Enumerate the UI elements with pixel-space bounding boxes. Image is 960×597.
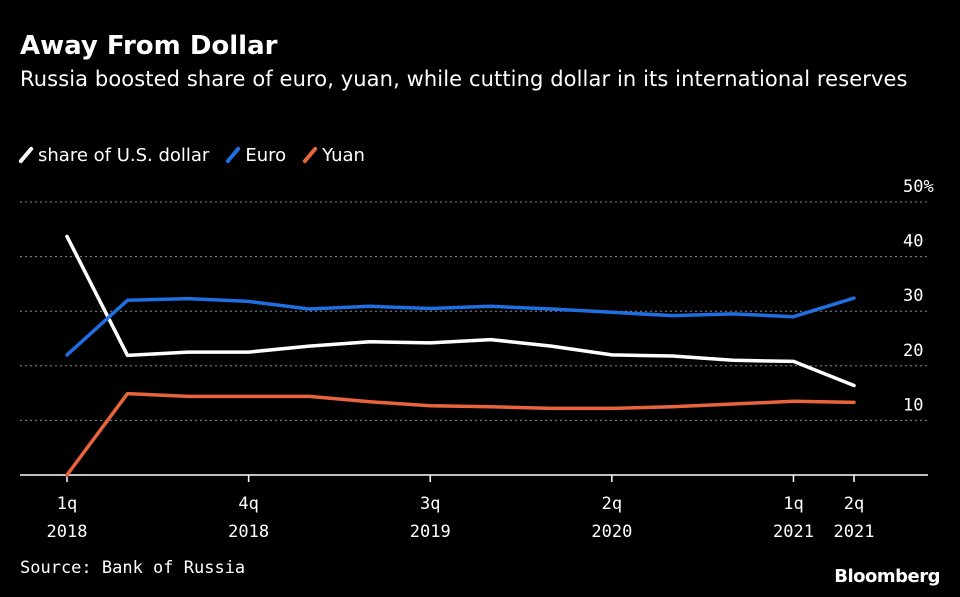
x-tick-label: 1q [57, 494, 77, 514]
x-tick-label: 4q [238, 494, 258, 514]
x-tick-year: 2018 [228, 522, 269, 542]
x-tick-label: 1q [783, 494, 803, 514]
euro-line [65, 296, 856, 357]
legend-item-yuan: Yuan [302, 144, 365, 166]
x-tick-year: 2020 [591, 522, 632, 542]
x-axis: 1q 2018 4q 2018 3q 2019 2q 2020 1q 2021 2q 2021 [20, 474, 928, 542]
legend-item-dollar: share of U.S. dollar [18, 144, 210, 166]
x-tick-label: 2q [844, 494, 864, 514]
legend-label-dollar: share of U.S. dollar [38, 144, 210, 166]
x-tick-year: 2019 [410, 522, 451, 542]
y-axis-ticks: 10 20 30 40 50% [903, 177, 934, 415]
x-tick-year: 2021 [834, 522, 875, 542]
series-lines [65, 234, 856, 477]
x-tick-label: 2q [602, 494, 622, 514]
source-note: Source: Bank of Russia [20, 558, 246, 578]
chart-legend: share of U.S. dollar Euro Yuan [18, 142, 385, 168]
y-tick-label: 30 [903, 286, 923, 306]
x-tick-year: 2021 [773, 522, 814, 542]
x-tick-year: 2018 [47, 522, 88, 542]
gridlines [20, 201, 928, 421]
x-tick-label: 3q [420, 494, 440, 514]
y-tick-label: 20 [903, 341, 923, 361]
y-tick-label: 10 [903, 395, 923, 415]
chart-subtitle: Russia boosted share of euro, yuan, whil… [20, 67, 908, 91]
yuan-line [65, 391, 856, 477]
dollar-line [65, 234, 856, 388]
legend-label-euro: Euro [245, 144, 287, 166]
bloomberg-logo: Bloomberg [834, 566, 940, 587]
y-tick-label: 50% [903, 177, 934, 197]
chart-title: Away From Dollar [20, 31, 278, 61]
legend-item-euro: Euro [225, 144, 287, 166]
legend-label-yuan: Yuan [322, 144, 365, 166]
y-tick-label: 40 [903, 232, 923, 252]
